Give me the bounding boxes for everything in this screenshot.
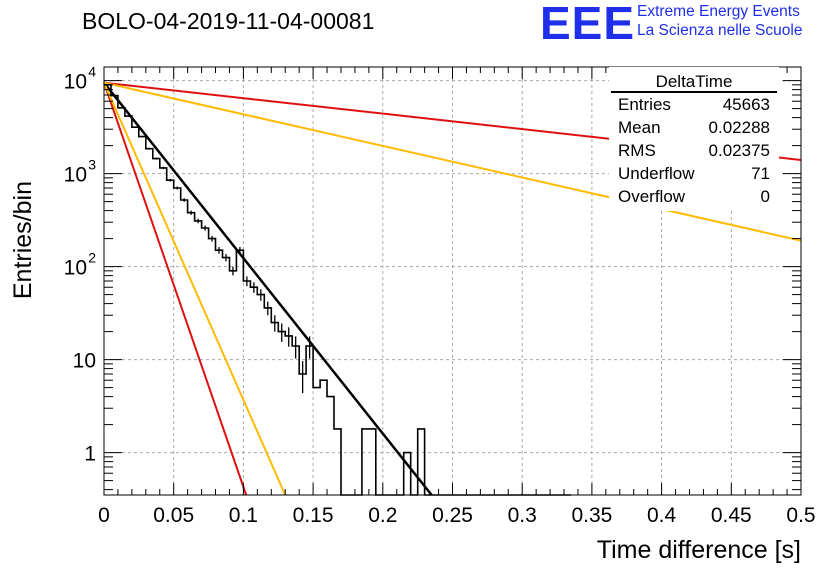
x-tick-label: 0.4: [647, 504, 677, 527]
stats-value-rms: 0.02375: [709, 141, 770, 160]
stats-box-title: DeltaTime: [656, 72, 733, 91]
eee-logo: EEE: [540, 0, 636, 49]
chart-title: BOLO-04-2019-11-04-00081: [82, 8, 375, 34]
fit-line-2: [103, 82, 287, 496]
x-tick-label: 0.25: [432, 504, 473, 527]
x-tick-labels: 0 0.05 0.1 0.15 0.2 0.25 0.3 0.35 0.4 0.45 0.5: [98, 504, 815, 527]
fit-line-0: [103, 81, 433, 496]
grid-lines: [104, 67, 801, 495]
stats-value-overflow: 0: [761, 187, 770, 206]
x-tick-label: 0.1: [229, 504, 258, 527]
stats-value-mean: 0.02288: [709, 118, 770, 137]
x-tick-label: 0.05: [153, 504, 194, 527]
stats-value-entries: 45663: [723, 95, 770, 114]
y-tick-label: 10: [64, 71, 87, 94]
stats-label-overflow: Overflow: [618, 187, 686, 206]
y-tick-label: 10: [64, 257, 87, 280]
x-tick-label: 0: [98, 504, 110, 527]
y-tick-label: 10: [73, 350, 96, 373]
y-tick-exponent: 4: [88, 64, 96, 80]
stats-label-underflow: Underflow: [618, 164, 695, 183]
logo-caption-line2: La Scienza nelle Scuole: [637, 22, 803, 39]
x-tick-label: 0.35: [571, 504, 612, 527]
y-tick-exponent: 3: [88, 157, 96, 173]
x-tick-label: 0.15: [293, 504, 334, 527]
x-tick-label: 0.3: [508, 504, 537, 527]
stats-box: DeltaTime Entries 45663 Mean 0.02288 RMS 0.02…: [609, 67, 779, 211]
fit-line-4: [103, 81, 802, 242]
y-tick-label: 1: [84, 443, 96, 466]
x-axis-label: Time difference [s]: [597, 536, 801, 564]
y-tick-label: 10: [64, 164, 87, 187]
stats-label-mean: Mean: [618, 118, 661, 137]
x-tick-label: 0.2: [368, 504, 397, 527]
y-tick-exponent: 2: [88, 250, 96, 266]
y-axis-label: Entries/bin: [9, 181, 37, 299]
stats-label-entries: Entries: [618, 95, 671, 114]
stats-value-underflow: 71: [751, 164, 770, 183]
fit-line-1: [103, 82, 248, 496]
logo-caption-line1: Extreme Energy Events: [637, 3, 800, 20]
stats-label-rms: RMS: [618, 141, 656, 160]
x-tick-label: 0.45: [711, 504, 752, 527]
x-tick-label: 0.5: [786, 504, 815, 527]
